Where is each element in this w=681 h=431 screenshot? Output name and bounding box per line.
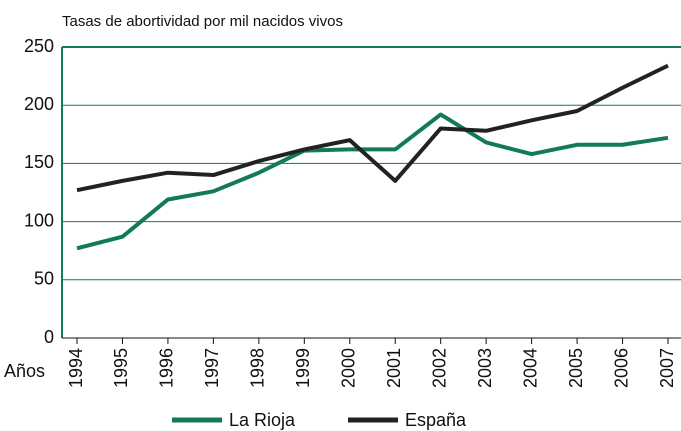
- legend-label: La Rioja: [229, 410, 296, 430]
- y-tick-label: 200: [24, 94, 54, 114]
- x-tick-label: 1998: [248, 348, 268, 388]
- x-tick-label: 1999: [293, 348, 313, 388]
- x-tick-label: 1994: [66, 348, 86, 388]
- x-tick-label: 2003: [475, 348, 495, 388]
- y-tick-label: 250: [24, 36, 54, 56]
- x-tick-label: 1996: [157, 348, 177, 388]
- x-tick-label: 2007: [657, 348, 677, 388]
- y-tick-label: 0: [44, 327, 54, 347]
- y-tick-label: 150: [24, 152, 54, 172]
- x-tick-label: 2001: [384, 348, 404, 388]
- line-series: [76, 112, 669, 251]
- line-series: [76, 63, 669, 193]
- y-tick-label: 100: [24, 210, 54, 230]
- x-tick-label: 2002: [429, 348, 449, 388]
- x-tick-label: 2006: [611, 348, 631, 388]
- x-tick-label: 2000: [339, 348, 359, 388]
- chart-subtitle: Tasas de abortividad por mil nacidos viv…: [62, 13, 343, 30]
- x-tick-label: 2005: [566, 348, 586, 388]
- x-tick-label: 2004: [520, 348, 540, 388]
- x-axis-label: Años: [4, 361, 45, 381]
- x-tick-label: 1997: [202, 348, 222, 388]
- x-tick-label: 1995: [111, 348, 131, 388]
- y-tick-label: 50: [34, 269, 54, 289]
- legend-label: España: [405, 410, 467, 430]
